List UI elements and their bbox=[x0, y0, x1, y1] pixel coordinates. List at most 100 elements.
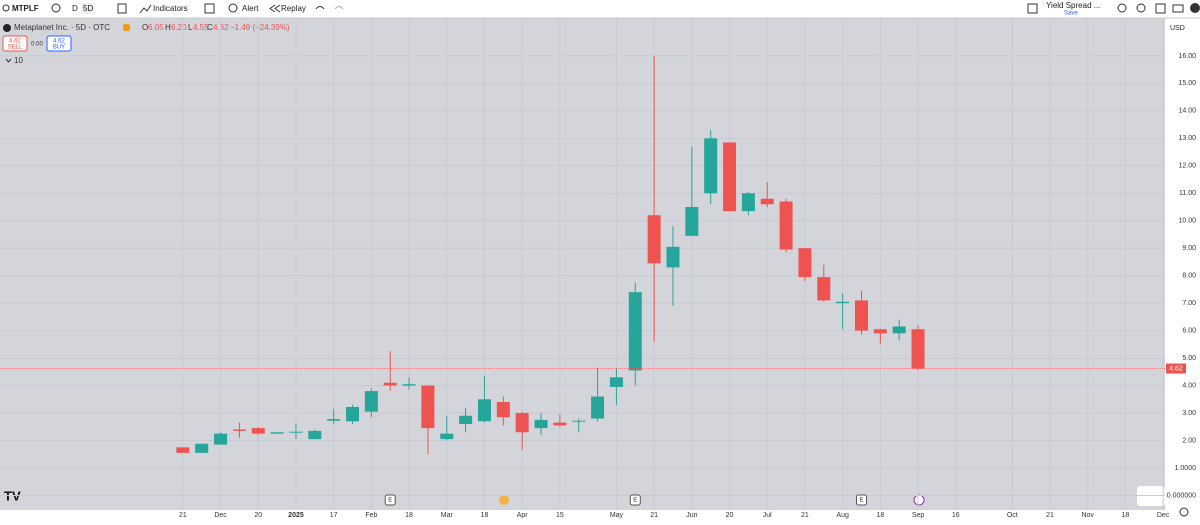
plot-bg bbox=[0, 18, 1165, 510]
x-tick-label: 21 bbox=[801, 512, 809, 519]
chart-type-icon[interactable] bbox=[117, 3, 127, 14]
fullscreen-icon[interactable] bbox=[1155, 3, 1166, 14]
dividend-icon[interactable] bbox=[499, 495, 509, 505]
x-tick-label: Feb bbox=[365, 512, 377, 519]
add-icon[interactable] bbox=[51, 3, 61, 13]
candle-body bbox=[402, 384, 416, 386]
candle-body bbox=[289, 431, 303, 433]
replay-icon bbox=[269, 4, 281, 13]
axis-bg bbox=[0, 510, 1165, 520]
candle-body bbox=[346, 406, 360, 422]
candle-body bbox=[515, 413, 529, 433]
buy-button[interactable] bbox=[46, 35, 72, 52]
y-tick-label: 4.00 bbox=[1182, 382, 1196, 389]
undo[interactable] bbox=[315, 6, 325, 10]
legend-h-value: 6.20 bbox=[171, 23, 187, 32]
x-tick-label: Jun bbox=[686, 512, 697, 519]
y-tick-label: 3.00 bbox=[1182, 410, 1196, 417]
buy-price: 4.62 bbox=[53, 39, 65, 45]
x-tick-label: 18 bbox=[481, 512, 489, 519]
x-tick-label: 18 bbox=[405, 512, 413, 519]
avatar[interactable] bbox=[1190, 3, 1200, 13]
candle-body bbox=[873, 329, 887, 334]
y-tick-label: 11.00 bbox=[1179, 190, 1196, 197]
candle-body bbox=[779, 201, 793, 250]
grid bbox=[0, 18, 1165, 510]
candle-body bbox=[534, 419, 548, 429]
candle-body bbox=[609, 377, 623, 387]
currency[interactable]: USD bbox=[1170, 25, 1185, 32]
symbol-logo bbox=[3, 24, 11, 32]
settings-icon[interactable] bbox=[1136, 3, 1146, 13]
x-tick-label: 21 bbox=[179, 512, 187, 519]
y-tick-label: 1.0000 bbox=[1175, 465, 1197, 472]
snapshot-icon[interactable] bbox=[1172, 4, 1184, 13]
y-tick-label: 15.00 bbox=[1178, 80, 1196, 87]
redo[interactable] bbox=[334, 6, 344, 10]
event-marker bbox=[629, 494, 641, 506]
y-tick-label: 8.00 bbox=[1182, 273, 1196, 280]
y-tick-label: 16.00 bbox=[1178, 53, 1196, 60]
volume-toggle[interactable]: 10 bbox=[14, 56, 23, 65]
split-icon[interactable] bbox=[913, 494, 925, 506]
event-label: E bbox=[859, 498, 863, 504]
candle-body bbox=[892, 326, 906, 334]
x-tick-label: Mar bbox=[441, 512, 454, 519]
sell-label: SELL bbox=[8, 45, 23, 51]
candle-body bbox=[270, 432, 284, 434]
candle-body bbox=[421, 385, 435, 429]
interval[interactable]: D bbox=[72, 4, 78, 13]
legend-l-value: 4.55 bbox=[193, 23, 209, 32]
cursor-tool[interactable] bbox=[1137, 486, 1165, 506]
last-price-label: 4.62 bbox=[1169, 365, 1183, 372]
candle-body bbox=[308, 430, 322, 440]
legend-c-value: 4.62 bbox=[213, 23, 229, 32]
layout-icon bbox=[1027, 3, 1038, 14]
sell-button[interactable] bbox=[2, 35, 28, 52]
candle-body bbox=[214, 433, 228, 445]
candle-body bbox=[440, 433, 454, 440]
x-tick-label: 15 bbox=[556, 512, 564, 519]
legend-name: Metaplanet Inc. · 5D · OTC bbox=[14, 23, 110, 32]
axis-settings[interactable] bbox=[1179, 507, 1189, 517]
y-tick-label: 13.00 bbox=[1178, 135, 1196, 142]
candle-body bbox=[195, 443, 209, 453]
candle-body bbox=[723, 142, 737, 212]
event-marker bbox=[384, 494, 396, 506]
last-price-tag bbox=[1166, 363, 1186, 374]
icon[interactable] bbox=[1117, 3, 1127, 13]
candle-body bbox=[647, 215, 661, 264]
candle-body bbox=[496, 402, 510, 418]
x-tick-label: Aug bbox=[836, 512, 849, 519]
y-tick-label: 0.000000 bbox=[1167, 492, 1196, 499]
candle-body bbox=[911, 329, 925, 369]
candle-body bbox=[232, 429, 246, 431]
indicators[interactable]: Indicators bbox=[153, 4, 188, 13]
replay[interactable]: Replay bbox=[281, 4, 306, 13]
save[interactable]: Save bbox=[1064, 11, 1078, 17]
candle-body bbox=[798, 248, 812, 278]
x-tick-label: Oct bbox=[1007, 512, 1018, 519]
candle-body bbox=[459, 415, 473, 425]
x-tick-label: May bbox=[610, 512, 624, 519]
templates-icon[interactable] bbox=[204, 3, 215, 14]
alert[interactable]: Alert bbox=[242, 4, 259, 13]
plot bbox=[0, 55, 1165, 455]
interval[interactable]: 5D bbox=[83, 4, 93, 13]
event-marker bbox=[855, 494, 867, 506]
candle-body bbox=[760, 198, 774, 205]
chevron[interactable] bbox=[5, 58, 12, 63]
x-tick-label: 18 bbox=[876, 512, 884, 519]
candle-body bbox=[364, 391, 378, 412]
x-tick-label: 21 bbox=[650, 512, 658, 519]
layout-name[interactable]: Yield Spread ... bbox=[1046, 1, 1100, 10]
x-tick-label: Jul bbox=[763, 512, 772, 519]
candle-body bbox=[741, 193, 755, 212]
y-tick-label: 12.00 bbox=[1178, 163, 1196, 170]
symbol[interactable]: MTPLF bbox=[12, 4, 39, 13]
x-tick-label: Nov bbox=[1081, 512, 1094, 519]
search-icon[interactable] bbox=[2, 4, 10, 12]
x-tick-label: 2025 bbox=[288, 512, 304, 519]
candle-body bbox=[836, 301, 850, 304]
